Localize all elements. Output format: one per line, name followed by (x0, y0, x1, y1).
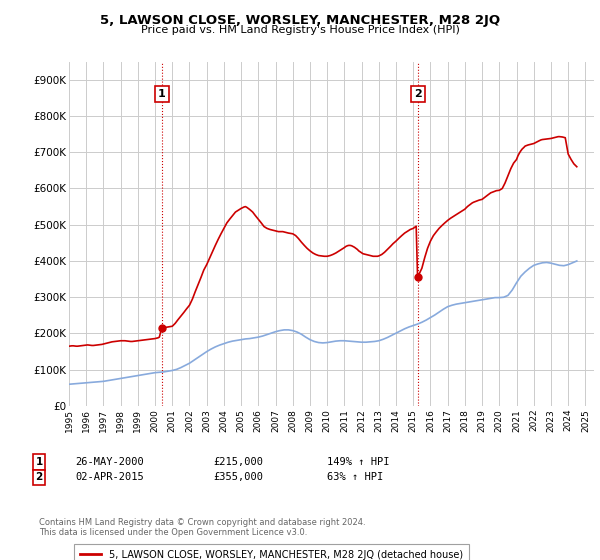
Text: 5, LAWSON CLOSE, WORSLEY, MANCHESTER, M28 2JQ: 5, LAWSON CLOSE, WORSLEY, MANCHESTER, M2… (100, 14, 500, 27)
Text: 2: 2 (413, 89, 421, 99)
Text: 1: 1 (158, 89, 166, 99)
Text: Contains HM Land Registry data © Crown copyright and database right 2024.
This d: Contains HM Land Registry data © Crown c… (39, 518, 365, 538)
Text: 02-APR-2015: 02-APR-2015 (75, 472, 144, 482)
Text: £215,000: £215,000 (213, 457, 263, 467)
Text: 1: 1 (35, 457, 43, 467)
Text: 63% ↑ HPI: 63% ↑ HPI (327, 472, 383, 482)
Text: £355,000: £355,000 (213, 472, 263, 482)
Legend: 5, LAWSON CLOSE, WORSLEY, MANCHESTER, M28 2JQ (detached house), HPI: Average pri: 5, LAWSON CLOSE, WORSLEY, MANCHESTER, M2… (74, 544, 469, 560)
Text: Price paid vs. HM Land Registry's House Price Index (HPI): Price paid vs. HM Land Registry's House … (140, 25, 460, 35)
Text: 149% ↑ HPI: 149% ↑ HPI (327, 457, 389, 467)
Text: 26-MAY-2000: 26-MAY-2000 (75, 457, 144, 467)
Text: 2: 2 (35, 472, 43, 482)
